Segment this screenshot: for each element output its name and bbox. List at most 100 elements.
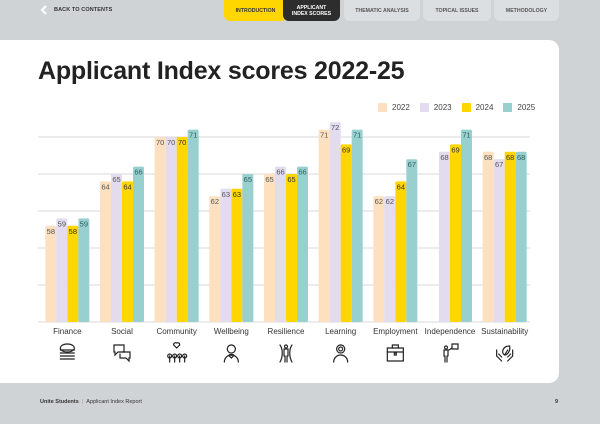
footer-report-name: Applicant Index Report bbox=[86, 399, 142, 405]
category-label-employment: Employment bbox=[373, 327, 418, 336]
data-label: 64 bbox=[101, 182, 109, 191]
resilience-person-icon-stroke bbox=[283, 348, 289, 363]
data-label: 58 bbox=[47, 227, 55, 236]
chevron-left-icon bbox=[40, 5, 47, 15]
legend-swatch-2022 bbox=[378, 103, 387, 112]
tab-applicant-index-scores-label: APPLICANT INDEX SCORES bbox=[292, 5, 331, 17]
category-label-community: Community bbox=[156, 327, 196, 336]
back-to-contents-link[interactable]: BACK TO CONTENTS bbox=[40, 5, 112, 15]
data-label: 64 bbox=[123, 182, 131, 191]
data-label: 70 bbox=[156, 138, 164, 147]
community-heart-icon-stroke bbox=[167, 353, 188, 363]
data-label: 68 bbox=[484, 153, 492, 162]
data-label: 69 bbox=[342, 145, 350, 154]
coins-euro-icon bbox=[59, 343, 75, 360]
resilience-person-icon-stroke bbox=[283, 344, 289, 349]
footer-brand: Unite Students bbox=[40, 399, 79, 405]
category-label-sustainability: Sustainability bbox=[481, 327, 528, 336]
legend-item-2023: 2023 bbox=[419, 103, 452, 112]
data-label: 66 bbox=[134, 168, 142, 177]
data-label: 68 bbox=[440, 153, 448, 162]
bar-2025-community bbox=[187, 129, 199, 322]
legend-swatch-2024 bbox=[461, 103, 471, 112]
hands-leaf-icon-stroke bbox=[496, 349, 514, 362]
legend-label-2023: 2023 bbox=[433, 103, 452, 112]
data-label: 71 bbox=[353, 131, 361, 140]
bar-2025-learning bbox=[351, 129, 363, 322]
briefcase-icon bbox=[386, 344, 404, 362]
data-label: 62 bbox=[375, 197, 383, 206]
data-label: 71 bbox=[189, 131, 197, 140]
data-label: 70 bbox=[178, 138, 186, 147]
data-label: 64 bbox=[397, 182, 405, 191]
bar-2023-independence bbox=[439, 151, 450, 322]
footer: Unite Students | Applicant Index Report bbox=[40, 399, 142, 405]
tab-label-line1: APPLICANT bbox=[296, 4, 327, 11]
tab-topical-issues[interactable]: TOPICAL ISSUES bbox=[423, 0, 491, 21]
page-number: 9 bbox=[555, 399, 559, 405]
bar-2023-employment bbox=[384, 196, 396, 322]
bar-2025-employment bbox=[406, 159, 418, 322]
legend-item-2025: 2025 bbox=[503, 103, 535, 112]
data-label: 62 bbox=[211, 197, 219, 206]
tab-applicant-index-scores[interactable]: APPLICANT INDEX SCORES bbox=[283, 0, 340, 21]
data-label: 58 bbox=[69, 227, 77, 236]
category-label-social: Social bbox=[111, 327, 133, 336]
data-label: 65 bbox=[287, 175, 295, 184]
data-label: 71 bbox=[462, 131, 470, 140]
bar-2025-social bbox=[133, 166, 144, 322]
tab-thematic-analysis[interactable]: THEMATIC ANALYSIS bbox=[344, 0, 420, 21]
tab-label-line2: INDEX SCORES bbox=[291, 10, 332, 17]
data-label: 62 bbox=[386, 197, 394, 206]
data-label: 70 bbox=[167, 138, 175, 147]
data-label: 68 bbox=[506, 153, 514, 162]
legend-swatch-2025 bbox=[503, 103, 513, 112]
bar-2022-employment bbox=[373, 196, 385, 322]
resilience-person-icon-stroke bbox=[289, 344, 293, 363]
bar-2024-independence bbox=[450, 144, 461, 322]
bar-2023-community bbox=[165, 137, 177, 322]
learning-person-icon bbox=[333, 344, 349, 363]
bar-2023-sustainability bbox=[493, 159, 505, 322]
data-label: 65 bbox=[265, 175, 273, 184]
learning-person-icon-stroke bbox=[333, 354, 349, 363]
briefcase-icon-stroke bbox=[393, 352, 397, 356]
learning-person-icon-stroke bbox=[336, 344, 346, 354]
bar-2023-finance bbox=[56, 218, 68, 322]
tab-methodology[interactable]: METHODOLOGY bbox=[494, 0, 559, 21]
bar-2025-finance bbox=[78, 218, 90, 322]
data-label: 67 bbox=[408, 160, 416, 169]
person-heart-icon-stroke bbox=[226, 344, 236, 354]
bar-2024-learning bbox=[340, 144, 352, 322]
bar-2023-social bbox=[111, 174, 122, 322]
chart-legend: 2022 2023 2024 2025 bbox=[378, 103, 535, 112]
page-title: Applicant Index scores 2022-25 bbox=[38, 57, 405, 85]
bar-2024-employment bbox=[395, 181, 407, 322]
legend-swatch-2023 bbox=[419, 103, 429, 112]
data-label: 65 bbox=[244, 175, 252, 184]
bar-2024-resilience bbox=[286, 174, 297, 322]
category-label-resilience: Resilience bbox=[268, 327, 305, 336]
person-heart-icon-stroke bbox=[228, 353, 234, 359]
tab-introduction-label: INTRODUCTION bbox=[235, 7, 276, 14]
legend-label-2022: 2022 bbox=[392, 103, 410, 112]
hands-leaf-icon-stroke bbox=[502, 345, 511, 356]
footer-separator: | bbox=[81, 399, 84, 405]
community-heart-icon-stroke bbox=[173, 342, 181, 349]
data-label: 63 bbox=[233, 190, 241, 199]
back-to-contents-label: BACK TO CONTENTS bbox=[54, 7, 113, 13]
data-label: 67 bbox=[495, 160, 503, 169]
data-label: 68 bbox=[517, 153, 525, 162]
person-heart-icon bbox=[223, 344, 239, 363]
briefcase-icon-stroke bbox=[391, 344, 399, 349]
data-label: 72 bbox=[331, 123, 339, 132]
data-label: 69 bbox=[451, 145, 459, 154]
bar-2025-sustainability bbox=[515, 151, 527, 322]
bar-2022-social bbox=[100, 181, 111, 322]
data-label: 71 bbox=[320, 131, 328, 140]
data-label: 59 bbox=[80, 219, 88, 228]
tab-methodology-label: METHODOLOGY bbox=[505, 7, 548, 14]
bar-2025-independence bbox=[461, 129, 472, 322]
hands-leaf-icon bbox=[496, 345, 514, 362]
tab-introduction[interactable]: INTRODUCTION bbox=[224, 0, 287, 21]
